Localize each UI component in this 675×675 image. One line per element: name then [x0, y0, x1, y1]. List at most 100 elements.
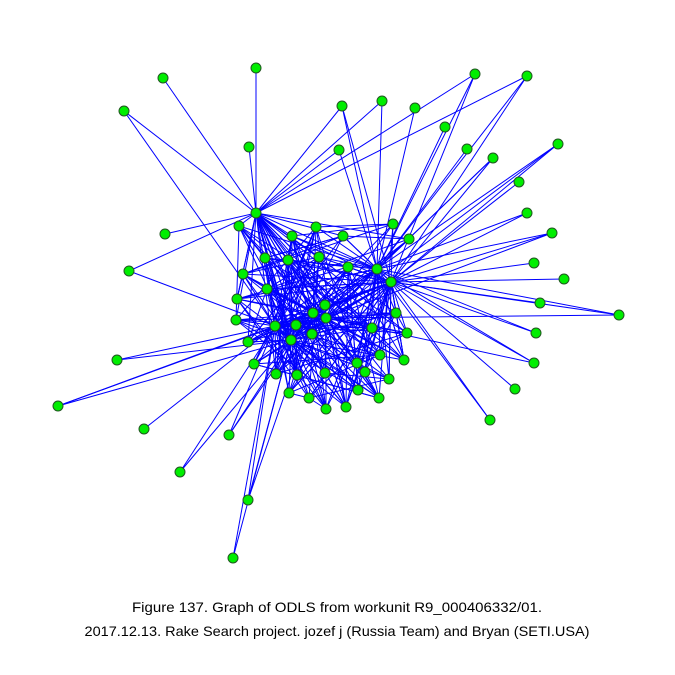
- edge: [290, 339, 358, 364]
- edge: [287, 259, 326, 306]
- edge: [325, 314, 620, 319]
- node: [390, 307, 402, 319]
- edge: [255, 149, 340, 214]
- edge: [390, 181, 520, 283]
- node: [613, 309, 625, 321]
- node: [259, 252, 271, 264]
- edge: [390, 262, 535, 283]
- nodes: [52, 62, 625, 564]
- node: [336, 100, 348, 112]
- node: [337, 230, 349, 242]
- edge: [345, 281, 392, 408]
- node: [291, 369, 303, 381]
- edge: [325, 143, 559, 319]
- edge: [390, 73, 476, 283]
- node: [401, 327, 413, 339]
- node: [250, 62, 262, 74]
- node: [461, 143, 473, 155]
- node: [385, 276, 397, 288]
- edge: [390, 157, 494, 283]
- edge: [274, 325, 277, 375]
- edge: [376, 268, 535, 364]
- edge: [235, 226, 317, 321]
- edge: [123, 110, 276, 327]
- node: [223, 429, 235, 441]
- node: [290, 319, 302, 331]
- edge: [291, 235, 314, 314]
- edge: [341, 105, 392, 283]
- caption-line: 2017.12.13. Rake Search project. jozef j…: [85, 623, 590, 639]
- edge: [255, 212, 298, 376]
- node: [307, 307, 319, 319]
- edge: [376, 143, 559, 270]
- node: [157, 72, 169, 84]
- edge: [236, 268, 378, 300]
- node: [403, 233, 415, 245]
- edge: [376, 268, 491, 421]
- node: [248, 358, 260, 370]
- edge: [255, 73, 476, 214]
- edge: [325, 317, 408, 334]
- node: [352, 384, 364, 396]
- edge: [247, 288, 268, 343]
- edge: [338, 149, 378, 270]
- edge: [288, 281, 392, 394]
- edge: [290, 312, 314, 341]
- edge: [390, 75, 528, 283]
- edge: [242, 256, 320, 275]
- edge: [274, 235, 344, 327]
- node: [174, 466, 186, 478]
- edge: [390, 278, 565, 283]
- edge: [296, 312, 314, 376]
- edge: [123, 110, 257, 214]
- edge: [308, 256, 320, 399]
- edge: [274, 226, 317, 327]
- edge: [312, 312, 380, 399]
- node: [546, 227, 558, 239]
- edge: [341, 105, 378, 270]
- node: [439, 121, 451, 133]
- edge: [235, 319, 276, 327]
- node: [123, 265, 135, 277]
- edge: [238, 225, 327, 319]
- node: [230, 314, 242, 326]
- node: [118, 105, 130, 117]
- edge: [255, 212, 378, 270]
- edge: [274, 325, 298, 376]
- edge: [236, 298, 310, 399]
- edge: [116, 339, 292, 361]
- edge: [318, 256, 381, 356]
- edge: [388, 281, 392, 380]
- edge: [376, 268, 390, 380]
- node: [320, 403, 332, 415]
- edge: [376, 232, 553, 270]
- node: [521, 70, 533, 82]
- edge: [390, 281, 516, 390]
- edge: [390, 281, 620, 316]
- node: [283, 387, 295, 399]
- node: [558, 273, 570, 285]
- node: [231, 293, 243, 305]
- node: [242, 494, 254, 506]
- edge: [312, 312, 359, 391]
- node: [243, 141, 255, 153]
- edge: [347, 266, 380, 399]
- edge: [162, 77, 257, 214]
- node: [534, 297, 546, 309]
- edge: [376, 75, 528, 270]
- node: [52, 400, 64, 412]
- edge: [275, 226, 317, 375]
- edge: [345, 266, 349, 408]
- node: [366, 322, 378, 334]
- node: [310, 221, 322, 233]
- edge: [390, 281, 491, 421]
- edge: [255, 212, 327, 410]
- node: [409, 102, 421, 114]
- edge: [376, 268, 620, 316]
- node: [359, 366, 371, 378]
- node: [250, 207, 262, 219]
- node: [528, 357, 540, 369]
- node: [111, 354, 123, 366]
